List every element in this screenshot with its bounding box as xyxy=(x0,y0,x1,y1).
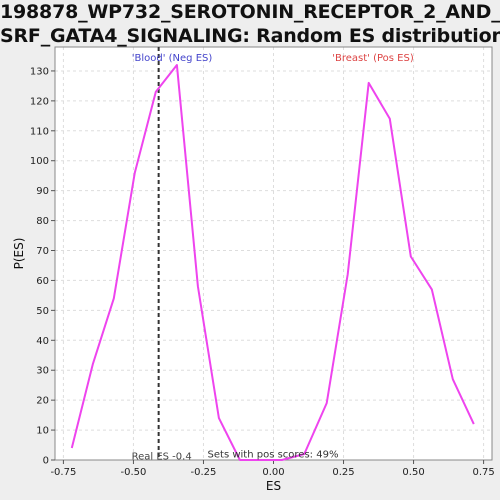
x-tick-label: 0.25 xyxy=(332,467,354,478)
x-tick-label: -0.75 xyxy=(50,467,76,478)
pos-es-label: 'Breast' (Pos ES) xyxy=(332,53,414,64)
real-es-label: Real ES -0.4 xyxy=(132,452,192,463)
x-tick-label: 0.50 xyxy=(402,467,424,478)
series-line xyxy=(70,64,475,461)
tick-marks xyxy=(51,70,485,464)
y-tick-label: 110 xyxy=(30,126,49,137)
chart-title: 198878_WP732_SEROTONIN_RECEPTOR_2_AND_EL… xyxy=(0,0,500,48)
y-tick-label: 10 xyxy=(36,426,49,437)
y-tick-label: 40 xyxy=(36,336,49,347)
y-axis-label: P(ES) xyxy=(12,238,26,270)
x-tick-label: 0.00 xyxy=(262,467,284,478)
x-tick-label: 0.75 xyxy=(472,467,494,478)
y-tick-label: 90 xyxy=(36,186,49,197)
y-tick-label: 70 xyxy=(36,246,49,257)
x-axis-label: ES xyxy=(266,479,281,493)
y-tick-label: 20 xyxy=(36,396,49,407)
y-tick-label: 30 xyxy=(36,366,49,377)
y-tick-label: 80 xyxy=(36,216,49,227)
pos-scores-label: Sets with pos scores: 49% xyxy=(208,450,339,461)
y-tick-label: 120 xyxy=(30,96,49,107)
neg-es-label: 'Blood' (Neg ES) xyxy=(132,53,213,64)
y-tick-label: 130 xyxy=(30,66,49,77)
y-tick-label: 0 xyxy=(43,456,49,467)
grid-lines xyxy=(55,47,492,461)
x-tick-label: -0.50 xyxy=(120,467,146,478)
y-tick-label: 60 xyxy=(36,276,49,287)
chart-title-line-2: SRF_GATA4_SIGNALING: Random ES distribut… xyxy=(0,25,500,47)
x-tick-label: -0.25 xyxy=(191,467,217,478)
chart-title-line-1: 198878_WP732_SEROTONIN_RECEPTOR_2_AND_EL… xyxy=(0,1,500,23)
y-tick-label: 50 xyxy=(36,306,49,317)
y-tick-label: 100 xyxy=(30,156,49,167)
